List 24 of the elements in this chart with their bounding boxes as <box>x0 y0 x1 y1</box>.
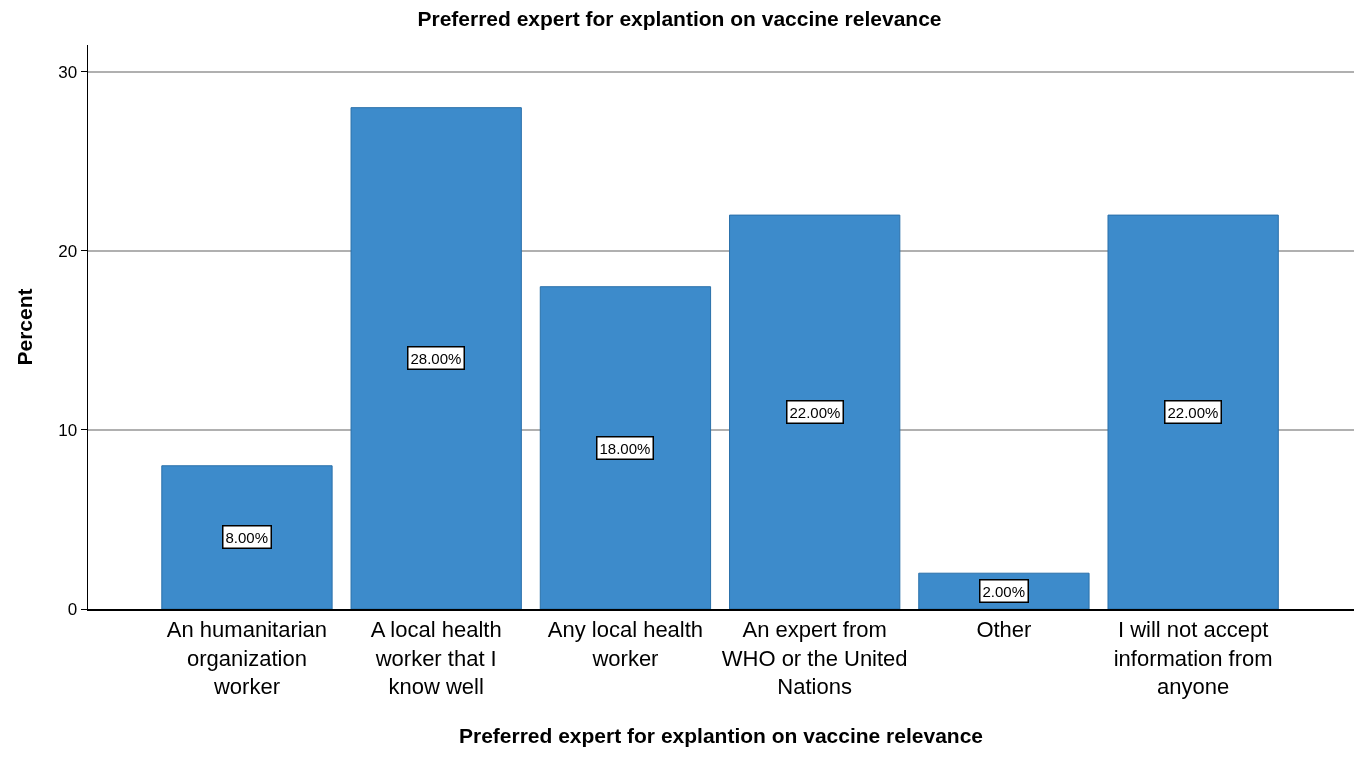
y-tick-label: 0 <box>67 599 78 619</box>
y-tick-label: 30 <box>58 62 78 82</box>
bar <box>350 107 522 609</box>
x-tick-label: Any local health worker <box>547 616 704 671</box>
x-tick-label: Other <box>976 616 1032 642</box>
x-tick-label: A local health worker that I know well <box>370 616 502 700</box>
y-tick-label: 10 <box>58 420 78 440</box>
chart-title: Preferred expert for explantion on vaccine relevance <box>417 7 942 31</box>
x-tick-label: An humanitarian organization worker <box>166 616 328 700</box>
data-label: 22.00% <box>1167 403 1219 421</box>
data-label: 18.00% <box>599 439 651 457</box>
bar <box>729 214 901 609</box>
data-label: 22.00% <box>789 403 841 421</box>
y-tick-label: 20 <box>58 241 78 261</box>
bar <box>161 465 333 609</box>
data-label: 28.00% <box>410 349 462 367</box>
data-label: 8.00% <box>225 528 269 546</box>
y-axis-title: Percent <box>12 288 36 366</box>
x-tick-label: I will not accept information from anyone <box>1113 616 1273 700</box>
x-tick-label: An expert from WHO or the United Nations <box>721 616 908 700</box>
data-label: 2.00% <box>982 582 1026 600</box>
x-axis-title: Preferred expert for explantion on vaccine relevance <box>458 724 984 748</box>
bar <box>1107 214 1279 609</box>
bar <box>539 286 712 609</box>
